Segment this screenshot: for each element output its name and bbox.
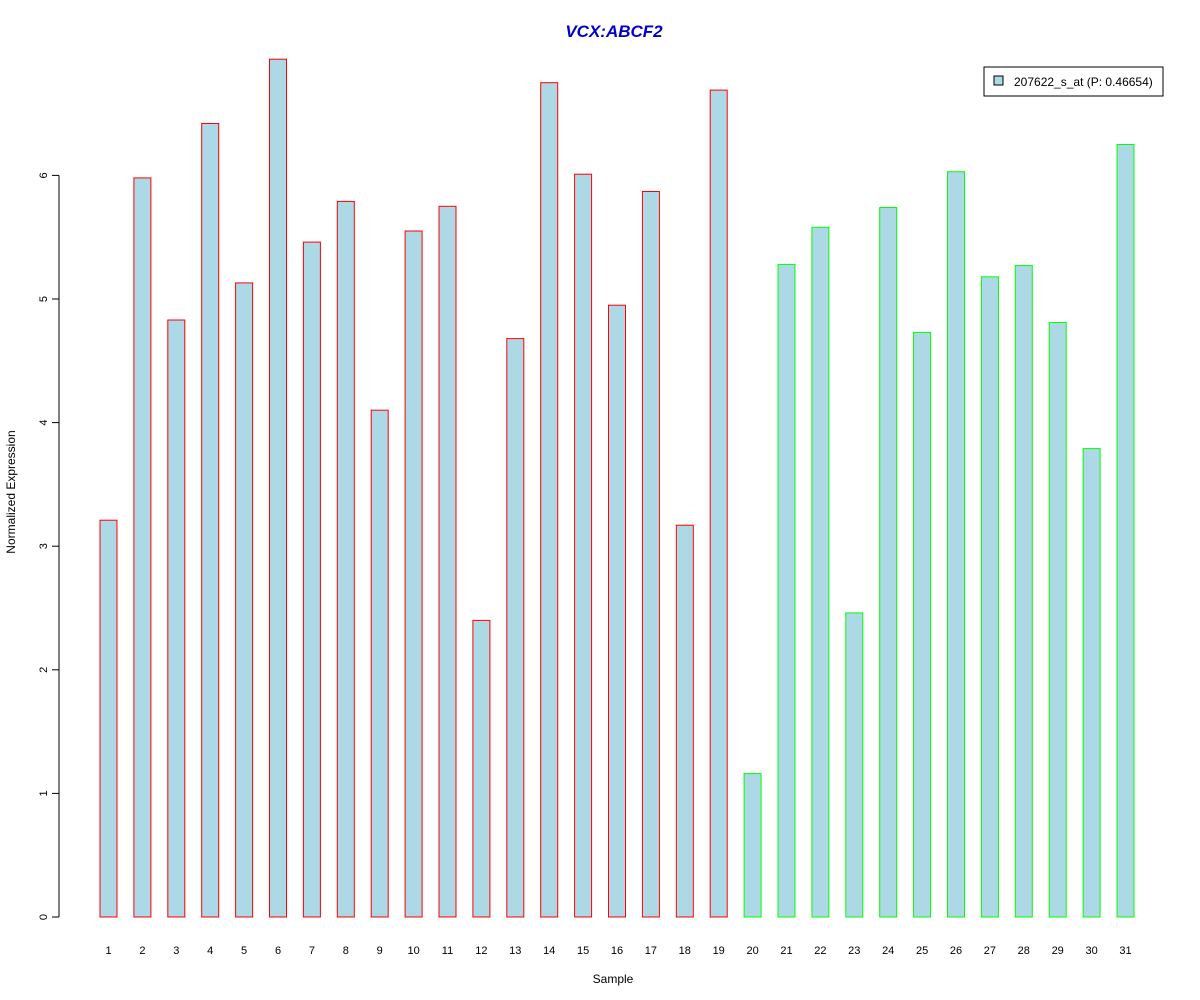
bar-sample-22 (811, 226, 830, 918)
x-tick-label: 30 (1085, 945, 1097, 957)
bar-sample-10 (404, 230, 423, 918)
bar-sample-21 (777, 263, 796, 918)
x-tick-label: 1 (105, 945, 111, 957)
y-tick-label: 0 (38, 914, 50, 920)
bar-sample-13 (506, 338, 525, 918)
bar-sample-28 (1014, 265, 1033, 918)
bar-sample-6 (269, 58, 287, 918)
x-tick-label: 16 (611, 945, 623, 957)
bars-group (99, 58, 1135, 918)
y-tick-label: 4 (38, 420, 50, 426)
chart-title: VCX:ABCF2 (565, 22, 663, 41)
bar-sample-8 (336, 200, 355, 918)
bar-sample-27 (980, 276, 999, 918)
bar-sample-16 (608, 304, 626, 918)
x-tick-label: 7 (309, 945, 315, 957)
legend-swatch (993, 75, 1004, 86)
x-tick-label: 24 (882, 945, 894, 957)
bar-sample-1 (99, 519, 118, 918)
x-tick-label: 4 (207, 945, 213, 957)
x-tick-label: 22 (814, 945, 826, 957)
bar-sample-18 (675, 524, 694, 918)
legend: 207622_s_at (P: 0.46654) (983, 66, 1164, 97)
x-tick-label: 28 (1018, 945, 1030, 957)
x-tick-label: 23 (848, 945, 860, 957)
bar-sample-26 (947, 171, 965, 918)
bar-sample-9 (370, 409, 389, 918)
x-tick-label: 19 (713, 945, 725, 957)
x-tick-label: 31 (1119, 945, 1131, 957)
x-tick-label: 9 (377, 945, 383, 957)
bar-sample-29 (1048, 322, 1067, 918)
x-tick-label: 2 (139, 945, 145, 957)
x-tick-label: 14 (543, 945, 555, 957)
legend-label: 207622_s_at (P: 0.46654) (1014, 75, 1153, 89)
x-tick-label: 20 (746, 945, 758, 957)
bar-sample-23 (845, 612, 864, 918)
x-tick-label: 26 (950, 945, 962, 957)
y-tick-label: 1 (38, 790, 50, 796)
bar-sample-19 (709, 89, 728, 918)
y-tick-label: 3 (38, 543, 50, 549)
bar-sample-17 (641, 191, 660, 918)
x-tick-label: 15 (577, 945, 589, 957)
x-tick-label: 25 (916, 945, 928, 957)
y-tick-label: 2 (38, 667, 50, 673)
bar-sample-5 (235, 282, 254, 918)
y-tick-label: 5 (38, 296, 50, 302)
x-tick-label: 6 (275, 945, 281, 957)
y-tick-label: 6 (38, 172, 50, 178)
bar-sample-2 (133, 177, 152, 918)
bar-sample-11 (438, 205, 457, 918)
x-tick-label: 10 (407, 945, 419, 957)
bar-sample-12 (472, 619, 491, 918)
x-tick-label: 8 (343, 945, 349, 957)
y-axis-label: Normalized Expression (4, 430, 18, 553)
x-tick-label: 5 (241, 945, 247, 957)
legend-box (983, 66, 1164, 97)
x-axis-label: Sample (593, 972, 634, 986)
bar-sample-7 (302, 241, 321, 918)
x-tick-label: 18 (679, 945, 691, 957)
x-tick-label: 17 (645, 945, 657, 957)
x-tick-label: 3 (173, 945, 179, 957)
x-tick-label: 29 (1052, 945, 1064, 957)
x-tick-label: 11 (442, 945, 453, 957)
y-axis: 0 1 2 3 4 5 6 (38, 172, 60, 920)
bar-sample-14 (540, 82, 559, 918)
bar-sample-24 (879, 207, 898, 918)
x-tick-labels: 1 2 3 4 5 6 7 8 9 10 11 12 13 14 15 16 17 18 19 20 21 22 23 24 2… (105, 945, 1131, 957)
bar-sample-20 (743, 773, 762, 918)
x-tick-label: 13 (509, 945, 521, 957)
bar-sample-15 (574, 173, 593, 918)
bar-sample-25 (913, 331, 932, 918)
x-tick-label: 12 (475, 945, 487, 957)
bar-sample-31 (1116, 144, 1135, 918)
x-tick-label: 21 (780, 945, 792, 957)
bar-sample-4 (201, 123, 220, 918)
bar-sample-30 (1082, 448, 1101, 918)
bar-sample-3 (167, 319, 186, 918)
x-tick-label: 27 (984, 945, 996, 957)
